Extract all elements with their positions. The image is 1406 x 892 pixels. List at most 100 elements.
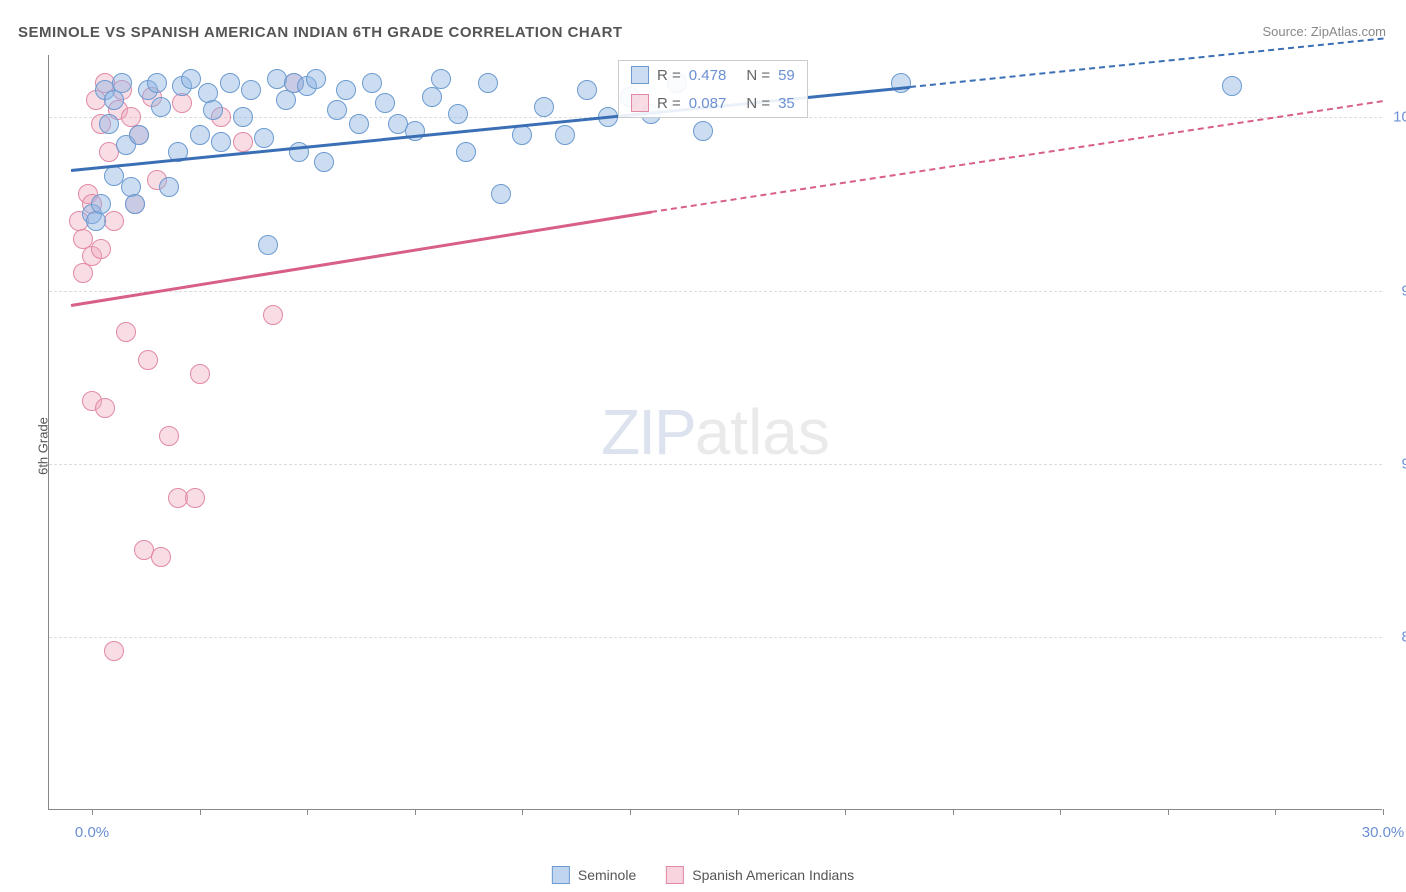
data-point [125, 194, 145, 214]
chart-container: SEMINOLE VS SPANISH AMERICAN INDIAN 6TH … [0, 0, 1406, 892]
legend-swatch [631, 66, 649, 84]
legend-r-value: 0.478 [689, 67, 727, 84]
data-point [241, 80, 261, 100]
data-point [405, 121, 425, 141]
data-point [431, 69, 451, 89]
data-point [258, 235, 278, 255]
data-point [375, 93, 395, 113]
watermark-atlas: atlas [695, 396, 830, 468]
data-point [448, 104, 468, 124]
data-point [99, 114, 119, 134]
legend-n-value: 59 [778, 67, 795, 84]
legend-r-value: 0.087 [689, 95, 727, 112]
correlation-legend: R = 0.478 N = 59 R = 0.087 N = 35 [618, 60, 808, 118]
legend-n-label: N = [746, 95, 770, 112]
data-point [491, 184, 511, 204]
data-point [534, 97, 554, 117]
data-point [306, 69, 326, 89]
data-point [254, 128, 274, 148]
data-point [185, 488, 205, 508]
legend-row: R = 0.087 N = 35 [619, 89, 807, 117]
x-tick-mark [415, 809, 416, 815]
series-legend: Seminole Spanish American Indians [552, 866, 854, 884]
x-tick-mark [738, 809, 739, 815]
legend-item: Spanish American Indians [666, 866, 854, 884]
data-point [220, 73, 240, 93]
data-point [336, 80, 356, 100]
data-point [478, 73, 498, 93]
source-attribution: Source: ZipAtlas.com [1262, 24, 1386, 39]
legend-r-label: R = [657, 67, 681, 84]
data-point [172, 93, 192, 113]
data-point [577, 80, 597, 100]
y-tick-label: 95.0% [1401, 282, 1406, 299]
x-tick-mark [1383, 809, 1384, 815]
y-tick-label: 90.0% [1401, 455, 1406, 472]
x-tick-mark [307, 809, 308, 815]
x-tick-mark [1275, 809, 1276, 815]
x-tick-mark [1060, 809, 1061, 815]
data-point [203, 100, 223, 120]
data-point [263, 305, 283, 325]
data-point [73, 263, 93, 283]
data-point [104, 641, 124, 661]
data-point [190, 125, 210, 145]
data-point [456, 142, 476, 162]
data-point [91, 194, 111, 214]
data-point [276, 90, 296, 110]
legend-label: Spanish American Indians [692, 867, 854, 883]
grid-line-horizontal [49, 464, 1382, 465]
data-point [422, 87, 442, 107]
legend-n-value: 35 [778, 95, 795, 112]
watermark-zip: ZIP [601, 396, 695, 468]
legend-row: R = 0.478 N = 59 [619, 61, 807, 89]
data-point [693, 121, 713, 141]
data-point [95, 398, 115, 418]
data-point [138, 350, 158, 370]
data-point [104, 90, 124, 110]
data-point [86, 211, 106, 231]
data-point [112, 73, 132, 93]
x-tick-mark [953, 809, 954, 815]
data-point [151, 547, 171, 567]
data-point [349, 114, 369, 134]
y-tick-label: 85.0% [1401, 628, 1406, 645]
plot-area: ZIPatlas 85.0%90.0%95.0%100.0%0.0%30.0% [48, 55, 1382, 810]
data-point [233, 132, 253, 152]
data-point [181, 69, 201, 89]
data-point [555, 125, 575, 145]
x-tick-mark [200, 809, 201, 815]
legend-r-label: R = [657, 95, 681, 112]
data-point [151, 97, 171, 117]
x-tick-mark [845, 809, 846, 815]
data-point [233, 107, 253, 127]
legend-swatch [631, 94, 649, 112]
x-tick-label: 30.0% [1362, 824, 1405, 841]
data-point [116, 322, 136, 342]
trend-line [70, 211, 651, 307]
data-point [362, 73, 382, 93]
legend-label: Seminole [578, 867, 636, 883]
data-point [91, 239, 111, 259]
data-point [159, 426, 179, 446]
data-point [129, 125, 149, 145]
chart-title: SEMINOLE VS SPANISH AMERICAN INDIAN 6TH … [18, 24, 623, 41]
grid-line-horizontal [49, 291, 1382, 292]
data-point [512, 125, 532, 145]
watermark: ZIPatlas [601, 395, 830, 469]
legend-n-label: N = [746, 67, 770, 84]
legend-swatch [666, 866, 684, 884]
data-point [314, 152, 334, 172]
legend-swatch [552, 866, 570, 884]
data-point [211, 132, 231, 152]
x-tick-mark [522, 809, 523, 815]
x-tick-label: 0.0% [75, 824, 109, 841]
y-tick-label: 100.0% [1393, 109, 1406, 126]
data-point [147, 73, 167, 93]
trend-line-extrapolated [910, 38, 1384, 88]
x-tick-mark [630, 809, 631, 815]
data-point [1222, 76, 1242, 96]
x-tick-mark [1168, 809, 1169, 815]
data-point [327, 100, 347, 120]
data-point [159, 177, 179, 197]
